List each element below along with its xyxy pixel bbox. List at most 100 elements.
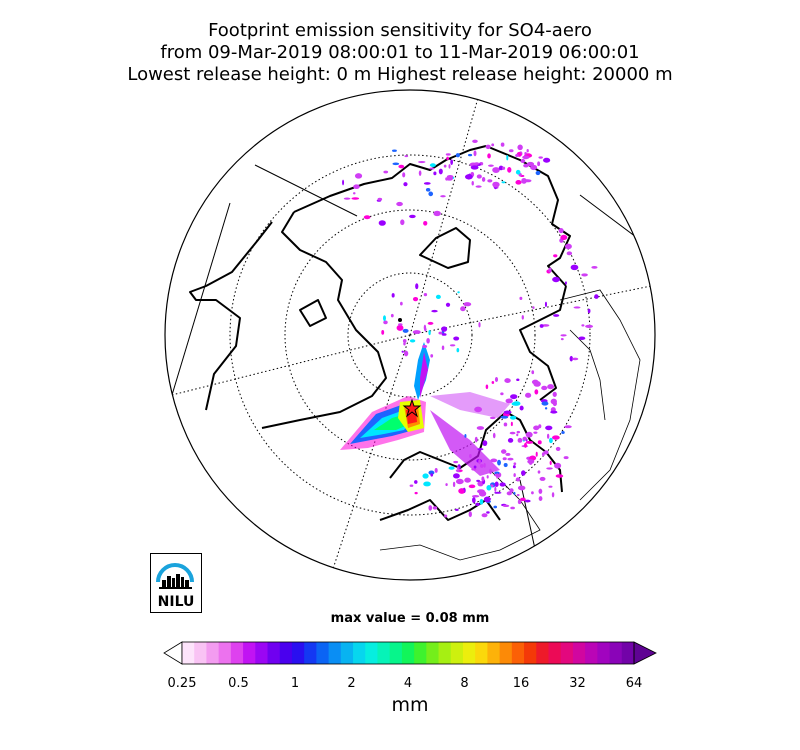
colorbar-segment [572,642,586,664]
sensitivity-speck [390,313,394,318]
sensitivity-speck [432,506,438,510]
colorbar-segment [267,642,281,664]
sensitivity-speck [489,416,496,420]
colorbar-segment [511,642,525,664]
sensitivity-speck [507,437,514,443]
sensitivity-speck [463,302,472,307]
sensitivity-speck [449,344,456,347]
sensitivity-speck [446,156,449,161]
sensitivity-speck [549,460,552,466]
sensitivity-speck [445,302,451,307]
colorbar-segment [218,642,232,664]
colorbar-extend-low [163,641,183,665]
sensitivity-speck [401,350,404,353]
sensitivity-speck [564,425,572,429]
colorbar-segment [279,642,293,664]
sensitivity-speck [548,267,552,273]
sensitivity-speck [343,197,351,200]
sensitivity-speck [513,491,516,495]
sensitivity-speck [507,457,514,461]
sensitivity-speck [539,324,544,328]
sensitivity-speck [526,148,529,153]
colorbar-tick-label: 0.5 [228,676,249,691]
sensitivity-speck [418,160,426,164]
colorbar-segment [389,642,403,664]
sensitivity-speck [455,478,464,485]
sensitivity-speck [403,182,408,187]
sensitivity-speck [418,170,422,176]
sensitivity-speck [499,482,506,487]
sensitivity-speck [422,344,428,349]
sensitivity-speck [412,297,419,302]
sensitivity-speck [524,152,527,155]
sensitivity-speck [422,473,429,479]
sensitivity-speck [473,150,477,157]
sensitivity-speck [516,493,520,497]
sensitivity-speck [544,407,548,410]
sensitivity-speck [441,345,445,351]
sensitivity-speck [402,338,407,343]
release-point-star [402,398,422,418]
emission-plume [340,342,510,476]
sensitivity-speck [471,180,474,186]
colorbar-unit-label: mm [391,694,429,716]
sensitivity-speck [521,470,526,476]
sensitivity-speck [561,431,565,435]
sensitivity-speck [471,494,480,498]
sensitivity-speck [464,174,473,180]
sensitivity-speck [402,328,409,333]
sensitivity-speck [516,433,519,437]
sensitivity-speck [425,187,431,192]
sensitivity-speck [475,185,482,188]
sensitivity-speck [481,513,488,518]
sensitivity-speck [560,234,568,240]
sensitivity-speck [423,182,431,185]
sensitivity-speck [403,350,409,357]
sensitivity-speck [555,446,561,452]
sensitivity-speck [438,331,443,335]
sensitivity-speck [560,337,564,341]
sensitivity-speck [519,405,524,411]
sensitivity-speck [552,391,557,397]
sensitivity-speck [478,459,481,465]
sensitivity-speck [531,491,534,495]
colorbar-tick-label: 4 [403,676,413,691]
sensitivity-speck [404,155,409,158]
sensitivity-speck [486,484,492,491]
sensitivity-speck [491,143,495,147]
colorbar-segment [560,642,574,664]
sensitivity-speck [511,401,520,406]
sensitivity-speck [464,477,471,483]
colorbar-segment [291,642,305,664]
sensitivity-speck [535,170,541,176]
colorbar-segment [426,642,440,664]
sensitivity-speck [502,504,510,508]
colorbar-segment [487,642,501,664]
colorbar-segment [462,642,476,664]
colorbar-segment [206,642,220,664]
sensitivity-speck [459,469,463,472]
sensitivity-speck [462,489,465,494]
sensitivity-speck [491,381,495,384]
sensitivity-speck [383,320,388,325]
colorbar-segment [340,642,354,664]
colorbar-segment [621,642,635,664]
sensitivity-speck [391,293,395,298]
sensitivity-speck [510,394,518,400]
sensitivity-speck [527,459,535,464]
sensitivity-speck [483,463,486,468]
sensitivity-speck [448,466,455,470]
sensitivity-speck [587,308,591,314]
sensitivity-speck [486,475,489,479]
sensitivity-speck [431,309,438,313]
sensitivity-speck [398,164,405,169]
sensitivity-speck [543,450,549,455]
sensitivity-speck [423,292,428,297]
sensitivity-speck [455,153,461,158]
colorbar-segment [255,642,269,664]
sensitivity-speck [538,496,543,501]
sensitivity-speck [535,451,538,457]
coastlines [189,145,571,521]
sensitivity-speck [537,161,541,167]
sensitivity-speck [342,179,345,186]
